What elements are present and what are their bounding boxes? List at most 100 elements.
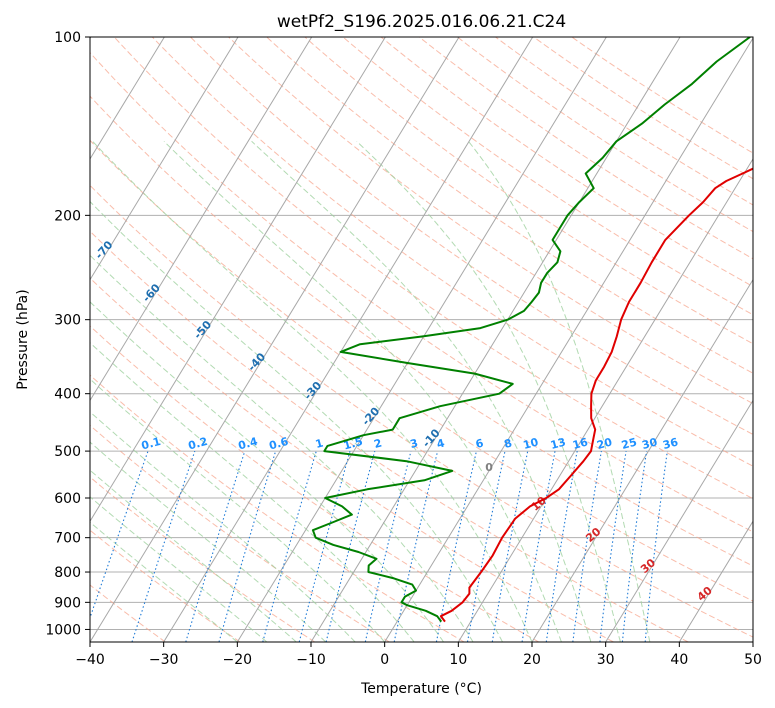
y-tick-label: 1000: [45, 622, 81, 638]
x-tick-label: −30: [149, 652, 179, 668]
mixing-ratio-label: 36: [661, 435, 679, 452]
isotherm: [457, 157, 753, 642]
profile-series: [311, 37, 753, 623]
mixing-ratio-line: [218, 450, 277, 642]
mixing-ratio-line: [262, 450, 317, 642]
x-tick-label: 40: [670, 652, 688, 668]
mixing-ratio-line: [364, 450, 412, 642]
mixing-ratio-label: 0.1: [140, 435, 162, 453]
moist-adiabat: [90, 496, 268, 642]
dry-adiabat: [90, 640, 91, 642]
mixing-ratio-label: 30: [641, 435, 659, 452]
moist-adiabat: [90, 441, 327, 642]
dry-adiabat: [90, 95, 753, 567]
mixing-ratio-line: [644, 451, 668, 642]
mixing-ratio-label: 3: [409, 436, 420, 451]
mixing-ratio-label: 1: [314, 436, 325, 451]
y-tick-label: 900: [54, 595, 81, 611]
mixing-ratio-label: 8: [503, 436, 514, 451]
mixing-ratio-label: 0.6: [268, 435, 291, 453]
mixing-ratio-line: [393, 450, 439, 642]
background-lines: [90, 37, 753, 642]
y-axis-label: Pressure (hPa): [15, 289, 31, 389]
isotherm-label: -80: [50, 186, 73, 210]
y-tick-label: 300: [54, 313, 81, 329]
mixing-ratio-line: [545, 450, 578, 642]
mixing-ratio-line: [599, 451, 627, 642]
dry-adiabat: [228, 37, 753, 405]
x-tick-label: 30: [597, 652, 615, 668]
mixing-ratio-line: [621, 451, 648, 642]
moist-adiabat: [90, 469, 297, 642]
moist-adiabat: [468, 140, 651, 642]
temperature-line: [439, 167, 753, 623]
dry-adiabat: [90, 424, 390, 642]
isotherm: [605, 399, 753, 642]
isotherm: [384, 37, 753, 642]
x-tick-label: −20: [223, 652, 253, 668]
y-axis: 100 200 300 400 500 600 700 800 900 1000: [45, 30, 90, 638]
isotherm: [310, 37, 681, 642]
moist-adiabat: [90, 301, 444, 642]
dry-adiabat: [266, 37, 753, 374]
moist-adiabat: [163, 140, 562, 642]
x-tick-label: 10: [449, 652, 467, 668]
mixing-ratio-line: [90, 450, 149, 620]
moist-adiabat: [90, 254, 474, 642]
dry-adiabat: [151, 37, 753, 467]
dry-adiabat: [90, 374, 465, 642]
isotherm: [90, 37, 313, 402]
moist-adiabat: [90, 342, 415, 642]
isotherm: [90, 37, 165, 160]
isotherm: [163, 37, 534, 642]
isotherm: [90, 37, 386, 523]
dry-adiabat: [457, 37, 753, 233]
x-axis-label: Temperature (°C): [360, 681, 482, 697]
y-tick-label: 600: [54, 491, 81, 507]
isotherm-label: -100: [0, 32, 21, 61]
isotherm: [90, 37, 239, 281]
mixing-ratio-label: 25: [620, 435, 638, 452]
x-tick-label: 0: [380, 652, 389, 668]
mixing-ratio-line: [131, 450, 196, 642]
plot-frame: [89, 36, 754, 643]
x-axis: −40 −30 −20 −10 0 10 20 30 40 50: [75, 642, 762, 668]
mixing-ratio-label: 10: [522, 435, 540, 452]
isotherm-label: -90: [16, 122, 39, 146]
dry-adiabat: [113, 37, 753, 500]
mixing-ratio-label: 0.4: [237, 435, 260, 453]
dry-adiabat: [90, 184, 753, 638]
y-tick-label: 700: [54, 531, 81, 547]
x-tick-label: 20: [523, 652, 541, 668]
x-tick-label: −40: [75, 652, 105, 668]
x-tick-label: −10: [296, 652, 326, 668]
mixing-ratio-label: 6: [474, 436, 485, 451]
moist-adiabat: [92, 140, 533, 642]
isotherm: [236, 37, 607, 642]
moist-adiabat: [90, 200, 503, 642]
dry-adiabat: [304, 37, 753, 345]
dry-adiabat: [90, 230, 689, 642]
dry-adiabat: [418, 37, 753, 260]
dry-adiabat: [90, 476, 315, 642]
isotherm: [531, 278, 753, 642]
mixing-ratio-label: 16: [571, 435, 589, 452]
dry-adiabat: [571, 37, 753, 154]
mixing-ratio-line: [572, 451, 602, 642]
isotherm: [678, 520, 753, 642]
moist-adiabat: [90, 378, 386, 642]
isotherm-label-zero: 0: [485, 461, 493, 474]
mixing-ratio-line: [325, 450, 376, 642]
isotherm: [752, 641, 753, 642]
dry-adiabat: [190, 37, 753, 436]
chart-title: wetPf2_S196.2025.016.06.21.C24: [277, 12, 566, 32]
isotherm: [90, 37, 460, 642]
dry-adiabat: [495, 37, 753, 206]
moist-adiabat: [90, 411, 356, 642]
y-tick-label: 200: [54, 208, 81, 224]
dry-adiabat: [90, 51, 753, 533]
y-tick-label: 100: [54, 30, 81, 46]
y-tick-label: 800: [54, 565, 81, 581]
dry-adiabat: [90, 277, 614, 642]
